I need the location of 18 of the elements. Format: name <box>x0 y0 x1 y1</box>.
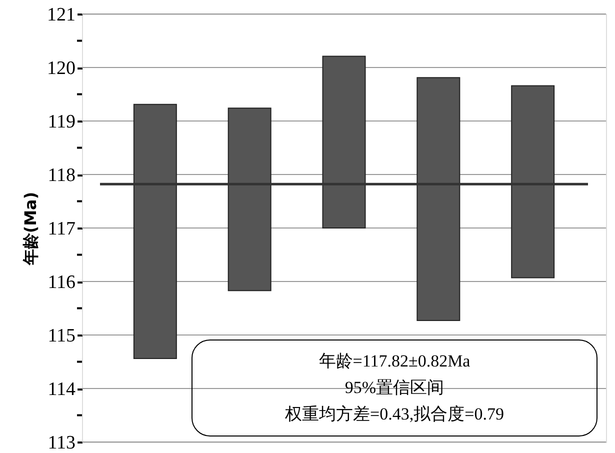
y-tick-label: 113 <box>48 432 76 453</box>
y-tick-label: 118 <box>48 165 76 186</box>
bar <box>322 56 366 228</box>
y-axis-title: 年龄(Ma) <box>21 192 40 266</box>
y-tick-label: 121 <box>47 4 76 26</box>
y-tick-label: 115 <box>48 326 76 346</box>
annotation: 权重均方差=0.43,拟合度=0.79 <box>284 404 504 424</box>
y-tick-label: 114 <box>48 379 76 400</box>
bar <box>416 77 460 322</box>
y-tick-label: 117 <box>48 218 76 240</box>
bar <box>228 108 272 292</box>
y-tick-label: 120 <box>47 58 76 79</box>
annotation: 年龄=117.82±0.82Ma <box>318 351 471 370</box>
y-tick-label: 119 <box>48 112 76 132</box>
y-tick-label: 116 <box>48 272 76 293</box>
annotation: 95%置信区间 <box>344 378 444 397</box>
bar <box>511 85 555 278</box>
bar <box>133 104 177 360</box>
